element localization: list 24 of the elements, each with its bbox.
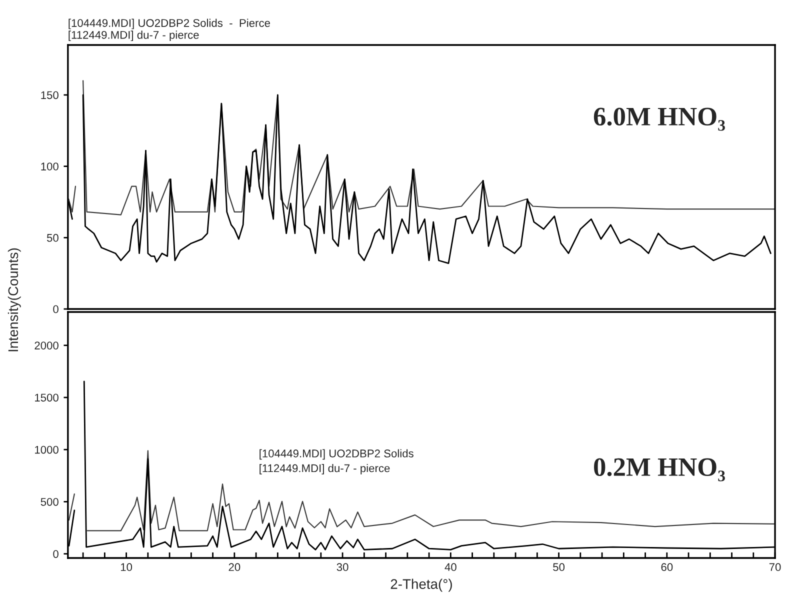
annotation: [104449.MDI] UO2DBP2 Solids bbox=[260, 449, 414, 460]
y-tick-label: 2000 bbox=[34, 342, 58, 350]
x-tick-label: 30 bbox=[336, 563, 348, 572]
y-tick-label: 1500 bbox=[35, 394, 58, 402]
y-tick-label: 1000 bbox=[35, 446, 58, 454]
annotation: 6.0M HNO₃ bbox=[594, 108, 725, 131]
text: [112449.MDI] du-7 - pierce bbox=[68, 30, 199, 42]
x-tick-label: 10 bbox=[120, 563, 132, 572]
text: [104449.MDI] UO2DBP2 Solids - Pierce bbox=[68, 18, 270, 30]
y-tick-label: 0 bbox=[53, 550, 58, 558]
x-tick-label: 50 bbox=[553, 563, 565, 572]
y-axis-title: Intensity(Counts) bbox=[8, 248, 21, 352]
annotation: 0.2M HNO₃ bbox=[594, 458, 725, 482]
x-tick-label: 40 bbox=[444, 563, 456, 572]
x-axis-title: 2-Theta(°) bbox=[390, 578, 452, 592]
y-tick-label: 100 bbox=[41, 162, 58, 170]
x-tick-label: 60 bbox=[661, 563, 673, 572]
y-tick-label: 0 bbox=[53, 305, 58, 314]
y-tick-label: 50 bbox=[46, 234, 58, 242]
y-tick-label: 150 bbox=[41, 91, 58, 100]
y-tick-label: 500 bbox=[40, 498, 58, 506]
x-tick-label: 20 bbox=[228, 563, 240, 572]
x-tick-label: 70 bbox=[769, 563, 781, 572]
annotation: [112449.MDI] du-7 - pierce bbox=[260, 464, 390, 474]
